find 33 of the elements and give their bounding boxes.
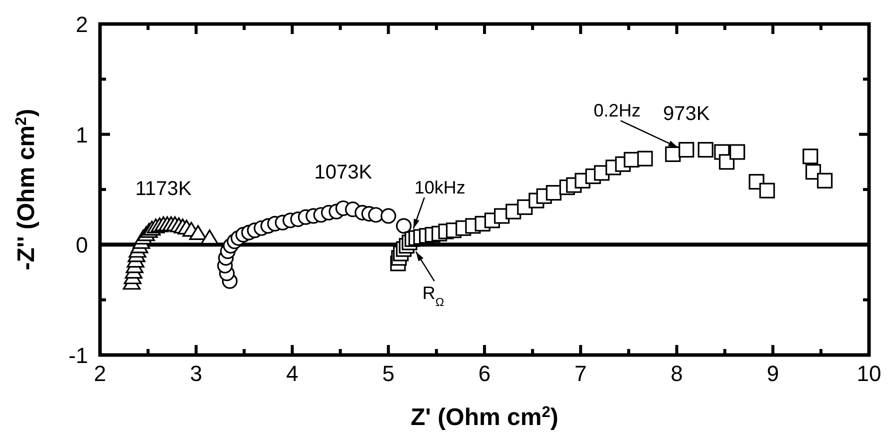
x-tick-label: 3 (190, 361, 202, 386)
point (759, 182, 775, 198)
point (189, 225, 207, 240)
point (200, 230, 218, 244)
point (698, 142, 714, 158)
point (396, 218, 412, 234)
x-tick-label: 4 (286, 361, 298, 386)
y-tick-label: 0 (76, 232, 88, 258)
x-tick-label: 9 (766, 361, 779, 386)
x-tick-label: 2 (94, 361, 106, 386)
point (816, 172, 833, 188)
point (368, 207, 384, 223)
point (380, 208, 396, 224)
y-tick-label: 1 (76, 122, 88, 148)
series-label: 1173K (135, 178, 192, 200)
point (546, 185, 562, 201)
point (730, 144, 746, 160)
y-tick-label: 2 (76, 12, 88, 37)
x-tick-label: 8 (670, 361, 683, 386)
x-axis-title: Z' (Ohm cm$^{2}$) (410, 404, 558, 431)
series-label: 1073K (314, 161, 373, 184)
point (637, 150, 653, 166)
x-tick-label: 7 (574, 361, 587, 386)
annotation: 0.2Hz (594, 100, 641, 121)
x-tick-label: 6 (478, 361, 491, 386)
x-tick-label: 10 (856, 361, 882, 386)
point (678, 142, 694, 158)
x-tick-label: 5 (382, 361, 394, 386)
series-label: 973K (663, 102, 710, 125)
annotation: 10kHz (414, 177, 466, 198)
point (802, 148, 818, 164)
annotation: R$_{Ω}$ (422, 283, 444, 309)
y-tick-label: -1 (68, 343, 88, 368)
